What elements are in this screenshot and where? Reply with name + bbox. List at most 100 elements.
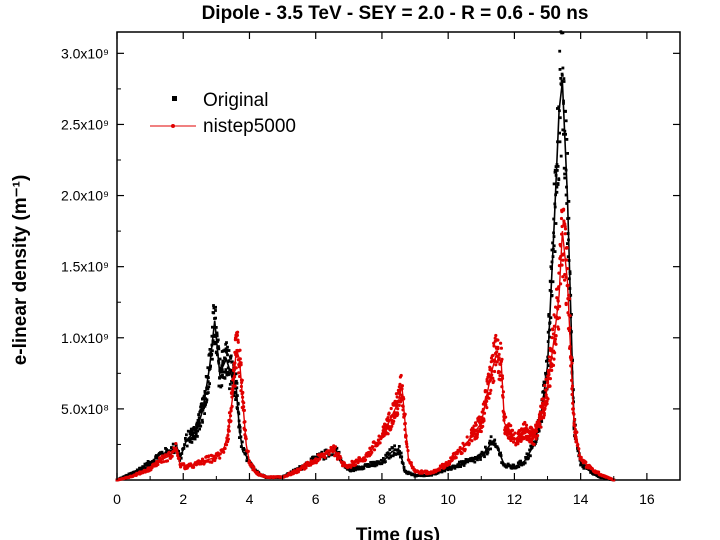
data-point-original bbox=[370, 461, 374, 464]
data-point-nistep5000 bbox=[536, 434, 540, 438]
data-point-nistep5000 bbox=[520, 427, 524, 431]
data-point-original bbox=[242, 448, 246, 452]
data-point-original bbox=[461, 460, 465, 463]
data-point-original bbox=[177, 450, 180, 453]
data-point-nistep5000 bbox=[572, 418, 577, 422]
data-point-nistep5000 bbox=[234, 366, 238, 370]
data-point-original bbox=[196, 429, 200, 433]
data-point-nistep5000 bbox=[493, 369, 497, 374]
data-point-nistep5000 bbox=[236, 338, 240, 342]
data-point-original bbox=[563, 172, 566, 176]
data-point-nistep5000 bbox=[500, 376, 505, 380]
data-point-nistep5000 bbox=[490, 369, 494, 373]
data-point-original bbox=[485, 448, 488, 452]
legend-label-original: Original bbox=[203, 90, 268, 111]
data-point-original bbox=[172, 451, 176, 455]
data-point-nistep5000 bbox=[242, 401, 246, 405]
data-point-nistep5000 bbox=[545, 402, 549, 406]
data-point-original bbox=[555, 163, 559, 166]
data-point-original bbox=[527, 453, 531, 457]
data-point-original bbox=[550, 267, 553, 270]
data-point-nistep5000 bbox=[235, 354, 239, 358]
data-point-original bbox=[389, 454, 393, 458]
data-point-nistep5000 bbox=[523, 420, 527, 425]
data-point-original bbox=[224, 368, 228, 371]
data-point-original bbox=[548, 321, 552, 324]
data-point-original bbox=[152, 458, 156, 462]
data-point-nistep5000 bbox=[400, 384, 404, 388]
data-point-nistep5000 bbox=[406, 449, 410, 453]
data-point-original bbox=[203, 404, 207, 408]
data-point-original bbox=[562, 80, 566, 83]
data-point-original bbox=[555, 169, 559, 172]
data-point-nistep5000 bbox=[233, 384, 237, 388]
data-point-nistep5000 bbox=[559, 244, 563, 248]
data-point-nistep5000 bbox=[547, 372, 551, 377]
data-point-original bbox=[563, 129, 567, 133]
data-point-original bbox=[553, 250, 557, 253]
data-point-nistep5000 bbox=[488, 391, 492, 395]
data-point-original bbox=[200, 404, 204, 408]
data-point-nistep5000 bbox=[363, 458, 368, 462]
data-point-original bbox=[194, 432, 198, 435]
data-point-original bbox=[549, 290, 553, 293]
data-point-nistep5000 bbox=[304, 466, 308, 470]
data-point-original bbox=[493, 438, 497, 442]
data-point-original bbox=[534, 440, 538, 443]
data-point-nistep5000 bbox=[232, 367, 236, 372]
data-point-original bbox=[231, 372, 235, 375]
data-point-original bbox=[551, 241, 554, 245]
data-point-original bbox=[190, 429, 194, 433]
data-point-nistep5000 bbox=[241, 395, 245, 399]
data-point-nistep5000 bbox=[570, 378, 574, 382]
data-point-nistep5000 bbox=[570, 384, 575, 388]
data-point-nistep5000 bbox=[577, 447, 581, 451]
data-point-original bbox=[563, 176, 567, 180]
chart-title: Dipole - 3.5 TeV - SEY = 2.0 - R = 0.6 -… bbox=[202, 3, 589, 24]
data-point-nistep5000 bbox=[470, 439, 474, 443]
data-point-nistep5000 bbox=[376, 438, 380, 442]
data-point-nistep5000 bbox=[492, 379, 496, 383]
data-point-original bbox=[546, 355, 550, 359]
data-point-nistep5000 bbox=[557, 327, 561, 331]
data-point-original bbox=[490, 442, 494, 446]
data-point-original bbox=[236, 394, 239, 397]
data-point-original bbox=[557, 105, 561, 109]
data-point-nistep5000 bbox=[489, 388, 493, 392]
data-point-original bbox=[571, 359, 574, 362]
data-point-nistep5000 bbox=[550, 368, 554, 372]
data-point-nistep5000 bbox=[497, 356, 501, 360]
data-point-original bbox=[379, 458, 383, 462]
data-point-original bbox=[217, 361, 221, 365]
data-point-original bbox=[371, 463, 375, 467]
data-point-nistep5000 bbox=[547, 369, 551, 373]
data-point-original bbox=[206, 380, 210, 384]
data-point-original bbox=[549, 265, 553, 269]
data-point-original bbox=[453, 466, 457, 470]
data-point-original bbox=[569, 330, 573, 334]
data-point-original bbox=[200, 418, 204, 422]
data-point-nistep5000 bbox=[353, 463, 358, 467]
data-point-nistep5000 bbox=[551, 363, 556, 367]
data-point-nistep5000 bbox=[239, 363, 243, 367]
data-point-nistep5000 bbox=[574, 435, 578, 439]
axis-ticks: 0 2 4 6 8 10 12 14 16 5.0x10⁸ 1.0x10⁹ 1.5x10⁹ 2.0x10… bbox=[61, 32, 680, 507]
data-point-nistep5000 bbox=[535, 429, 539, 433]
data-point-original bbox=[244, 451, 248, 454]
data-point-original bbox=[393, 448, 397, 452]
data-point-nistep5000 bbox=[323, 455, 327, 459]
data-point-original bbox=[193, 431, 196, 434]
data-point-original bbox=[479, 458, 482, 461]
data-point-original bbox=[230, 380, 233, 383]
data-point-nistep5000 bbox=[498, 374, 502, 378]
data-point-original bbox=[546, 330, 550, 334]
data-point-nistep5000 bbox=[226, 440, 230, 444]
x-tick-label: 0 bbox=[113, 491, 121, 507]
data-point-nistep5000 bbox=[568, 314, 572, 318]
data-point-original bbox=[236, 410, 240, 414]
data-point-nistep5000 bbox=[390, 424, 394, 428]
data-point-original bbox=[200, 402, 204, 405]
y-tick-label: 2.0x10⁹ bbox=[61, 188, 109, 204]
data-point-original bbox=[470, 459, 473, 463]
data-point-nistep5000 bbox=[557, 271, 561, 275]
